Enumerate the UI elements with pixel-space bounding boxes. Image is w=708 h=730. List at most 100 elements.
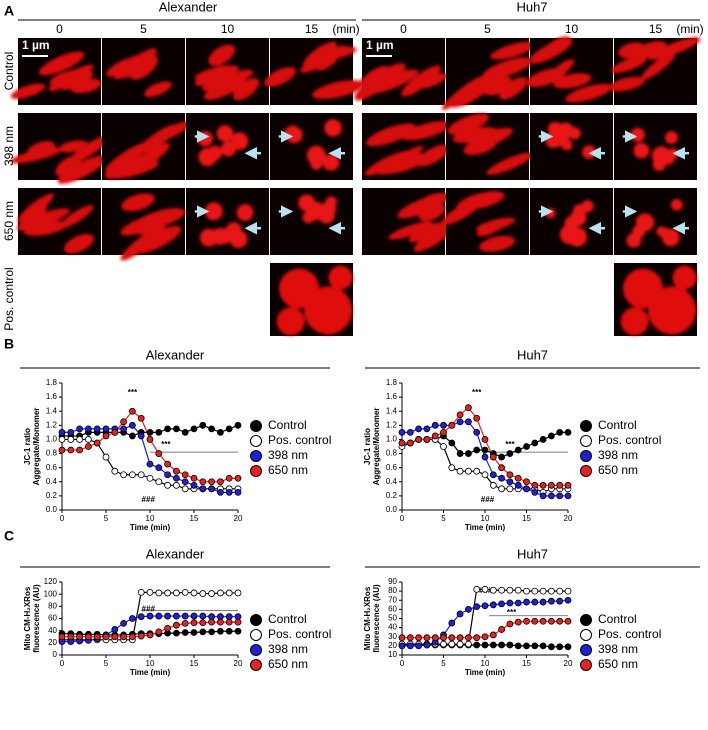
time-label: 10 bbox=[221, 22, 235, 36]
y-tick-label: 80 bbox=[48, 601, 57, 610]
mitochondria bbox=[276, 265, 353, 336]
data-point bbox=[102, 453, 110, 461]
data-point bbox=[234, 488, 242, 496]
blob bbox=[652, 158, 666, 172]
data-point bbox=[58, 633, 66, 641]
y-tick-label: 20 bbox=[388, 641, 397, 650]
data-point bbox=[523, 587, 530, 595]
data-point bbox=[76, 633, 83, 641]
legend-label: 398 nm bbox=[598, 642, 638, 656]
blob bbox=[10, 83, 46, 100]
data-point bbox=[506, 586, 514, 594]
data-point bbox=[564, 587, 572, 595]
data-point bbox=[181, 588, 189, 596]
data-point bbox=[93, 633, 101, 641]
data-point bbox=[415, 436, 423, 443]
data-point bbox=[172, 629, 180, 637]
data-point bbox=[155, 478, 163, 486]
data-point bbox=[564, 428, 572, 436]
legend-swatch bbox=[250, 450, 262, 462]
y-tick-label: 0.8 bbox=[46, 449, 58, 458]
data-point bbox=[93, 439, 101, 447]
blob bbox=[635, 41, 667, 59]
data-point bbox=[473, 446, 481, 454]
y-tick-label: 0.2 bbox=[46, 491, 58, 500]
legend-label: Pos. control bbox=[268, 433, 331, 447]
data-point bbox=[190, 612, 198, 620]
blob bbox=[310, 157, 323, 170]
y-axis-label: Mito CM-H₂XRos bbox=[23, 586, 32, 650]
data-point bbox=[489, 601, 497, 609]
data-point bbox=[489, 586, 497, 594]
legend-label: Control bbox=[598, 612, 637, 626]
data-point bbox=[523, 478, 530, 486]
data-point bbox=[464, 418, 472, 426]
blob bbox=[470, 127, 513, 149]
blob bbox=[379, 145, 424, 176]
y-tick-label: 0.0 bbox=[46, 505, 58, 514]
y-tick-label: 40 bbox=[388, 623, 397, 632]
mitochondria bbox=[194, 44, 260, 101]
data-point bbox=[225, 474, 233, 482]
chart-title: Alexander bbox=[146, 347, 205, 362]
y-axis-label: JC-1 ratio bbox=[363, 428, 372, 465]
blob bbox=[202, 69, 254, 91]
data-point bbox=[406, 642, 414, 650]
mitochondria bbox=[16, 193, 94, 254]
y-tick-label: 1.6 bbox=[46, 392, 58, 401]
data-point bbox=[531, 439, 539, 447]
blob bbox=[620, 307, 649, 336]
data-point bbox=[111, 428, 119, 436]
time-label: 5 bbox=[484, 22, 491, 36]
blob bbox=[312, 80, 364, 100]
annotation: ### bbox=[142, 604, 156, 613]
legend-label: 650 nm bbox=[598, 657, 638, 671]
data-point bbox=[514, 481, 522, 489]
data-point bbox=[225, 618, 233, 626]
data-point bbox=[498, 453, 506, 461]
x-tick-label: 15 bbox=[522, 659, 531, 668]
legend-swatch bbox=[580, 465, 592, 477]
data-point bbox=[489, 453, 497, 461]
blob bbox=[529, 38, 573, 64]
time-label: 0 bbox=[400, 22, 407, 36]
data-point bbox=[539, 587, 547, 595]
data-point bbox=[456, 450, 464, 457]
legend-swatch bbox=[250, 435, 262, 447]
x-axis-label: Time (min) bbox=[130, 523, 171, 532]
data-point bbox=[190, 619, 198, 627]
blob bbox=[482, 57, 533, 79]
data-point bbox=[137, 588, 145, 596]
row-label: Control bbox=[2, 52, 16, 91]
data-point bbox=[456, 634, 464, 642]
legend-swatch bbox=[580, 659, 592, 671]
data-point bbox=[199, 421, 207, 429]
data-point bbox=[498, 464, 506, 472]
x-tick-label: 10 bbox=[481, 514, 490, 523]
mitochondria bbox=[447, 113, 534, 175]
data-point bbox=[146, 460, 154, 468]
blob bbox=[648, 37, 701, 60]
data-point bbox=[172, 621, 180, 629]
mitochondria bbox=[626, 198, 683, 248]
data-point bbox=[208, 485, 216, 493]
data-point bbox=[111, 633, 119, 641]
x-tick-label: 5 bbox=[441, 514, 446, 523]
blob bbox=[526, 68, 566, 88]
data-point bbox=[556, 481, 564, 489]
data-point bbox=[473, 414, 481, 422]
legend-label: Pos. control bbox=[268, 627, 331, 641]
data-point bbox=[448, 464, 456, 472]
data-point bbox=[181, 619, 189, 627]
blob bbox=[306, 145, 326, 165]
y-tick-label: 1.6 bbox=[386, 392, 398, 401]
y-axis-label: Mito CM-H₂XRos bbox=[363, 586, 372, 650]
x-tick-label: 5 bbox=[104, 659, 109, 668]
data-point bbox=[531, 587, 539, 595]
y-tick-label: 1.2 bbox=[386, 420, 398, 429]
blob bbox=[304, 286, 353, 335]
data-point bbox=[137, 432, 145, 440]
data-point bbox=[456, 640, 464, 648]
mitochondria bbox=[545, 200, 594, 247]
data-point bbox=[406, 439, 414, 447]
